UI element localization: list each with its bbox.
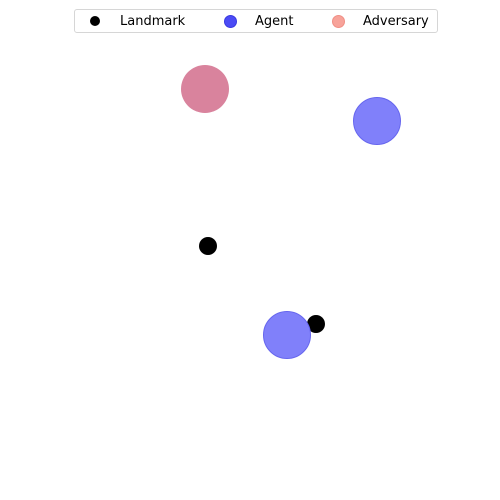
legend-label: Agent xyxy=(255,13,294,29)
legend-item-adversary: Adversary xyxy=(332,10,429,32)
legend-label: Landmark xyxy=(120,13,186,29)
legend: Landmark Agent Adversary xyxy=(74,9,438,33)
agent-entity xyxy=(263,311,311,359)
landmark-entity xyxy=(307,315,325,333)
legend-item-agent: Agent xyxy=(224,10,293,32)
landmark-entity xyxy=(199,237,217,255)
legend-label: Adversary xyxy=(363,13,429,29)
adversary-entity xyxy=(181,65,229,113)
agent-marker-icon xyxy=(224,14,237,28)
adversary-marker-icon xyxy=(332,14,345,28)
landmark-marker-icon xyxy=(90,16,100,26)
agent-entity xyxy=(353,97,401,145)
legend-item-landmark: Landmark xyxy=(88,10,185,32)
